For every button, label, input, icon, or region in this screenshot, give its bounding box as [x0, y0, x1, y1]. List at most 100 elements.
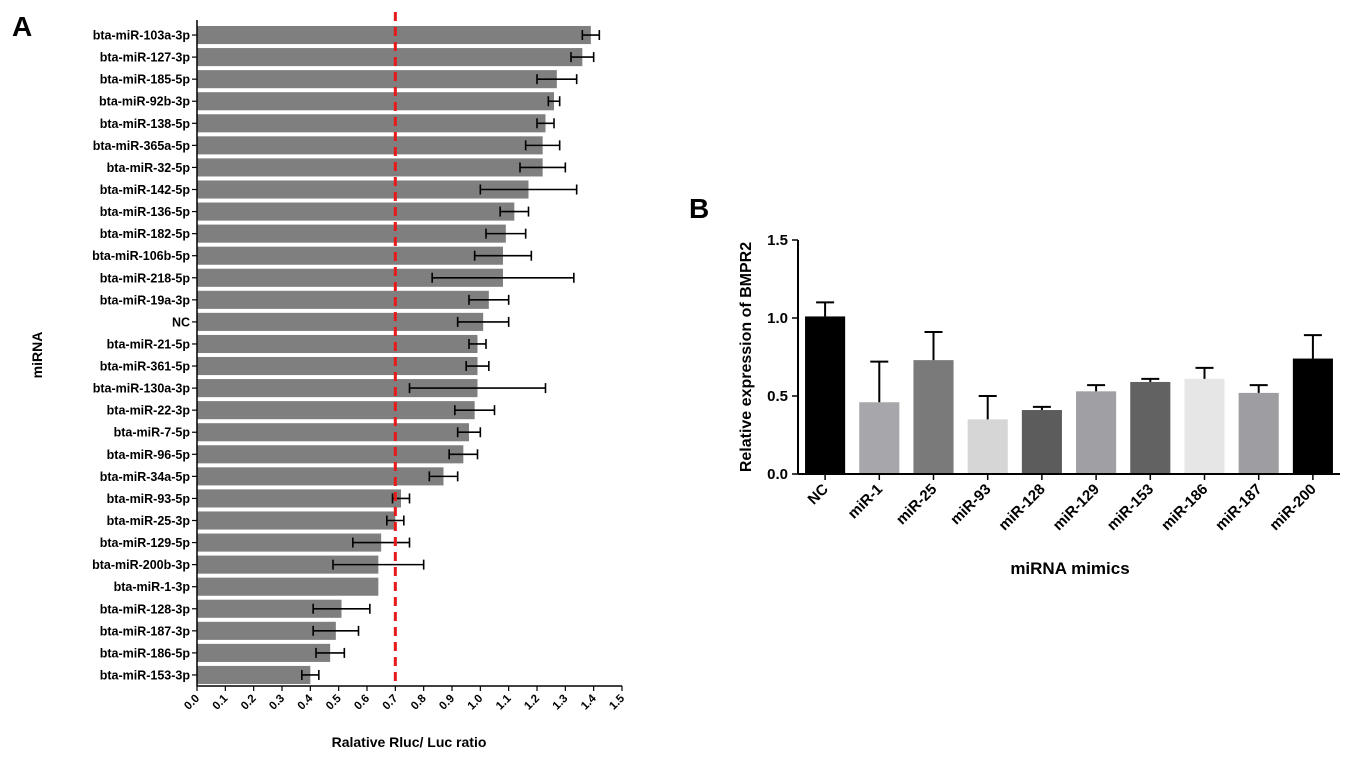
category-label: bta-miR-200b-3p	[92, 558, 190, 572]
x-tick-label: 0.0	[182, 693, 202, 713]
category-label: NC	[805, 481, 832, 508]
bar	[1238, 392, 1279, 474]
bar	[197, 312, 484, 331]
bar	[967, 419, 1008, 474]
y-tick-label: 0.5	[767, 388, 788, 405]
bar	[197, 136, 543, 155]
bar	[197, 577, 379, 596]
category-label: miR-200	[1266, 481, 1319, 534]
category-label: bta-miR-1-3p	[114, 580, 191, 594]
category-label: miR-129	[1050, 481, 1103, 534]
x-tick-label: 0.4	[296, 692, 316, 712]
category-label: bta-miR-185-5p	[100, 73, 191, 87]
panel-b-letter: B	[689, 193, 709, 224]
bar	[197, 246, 503, 265]
x-tick-label: 1.1	[494, 692, 514, 712]
x-tick-label: 1.4	[579, 692, 599, 712]
x-axis-title: Ralative Rluc/ Luc ratio	[332, 734, 487, 750]
category-label: bta-miR-21-5p	[107, 337, 191, 351]
category-label: bta-miR-142-5p	[100, 183, 191, 197]
category-label: miR-93	[947, 481, 994, 528]
y-axis-title: Relative expression of BMPR2	[738, 242, 755, 472]
category-label: miR-187	[1212, 481, 1265, 534]
category-label: bta-miR-130a-3p	[93, 382, 191, 396]
category-label: bta-miR-153-3p	[100, 668, 191, 682]
bar	[1184, 378, 1225, 474]
bar	[197, 114, 546, 133]
x-tick-label: 0.8	[409, 692, 429, 712]
x-tick-label: 0.6	[352, 693, 372, 713]
category-label: miR-1	[845, 481, 886, 522]
category-label: miR-153	[1104, 481, 1157, 534]
bar	[197, 379, 478, 398]
category-label: NC	[172, 315, 190, 329]
bar	[197, 665, 311, 685]
bar	[197, 224, 506, 243]
bar	[197, 599, 342, 618]
bar	[913, 360, 954, 474]
x-tick-label: 0.1	[211, 692, 231, 712]
x-tick-label: 0.7	[381, 693, 401, 713]
category-label: bta-miR-218-5p	[100, 271, 191, 285]
bar	[1292, 358, 1333, 474]
y-tick-label: 1.5	[767, 232, 788, 249]
category-label: bta-miR-7-5p	[114, 426, 191, 440]
x-tick-label: 0.3	[267, 693, 287, 713]
y-tick-label: 1.0	[767, 310, 788, 327]
bar	[197, 489, 401, 508]
x-tick-label: 0.5	[324, 692, 344, 712]
bar	[197, 180, 529, 199]
category-label: bta-miR-93-5p	[107, 492, 191, 506]
bar	[197, 533, 382, 552]
category-label: bta-miR-136-5p	[100, 205, 191, 219]
category-label: bta-miR-129-5p	[100, 536, 191, 550]
x-tick-label: 1.5	[607, 692, 627, 712]
bar	[197, 70, 557, 89]
x-tick-label: 0.9	[437, 693, 457, 713]
bar	[197, 423, 469, 442]
category-label: bta-miR-103a-3p	[93, 29, 191, 43]
category-label: bta-miR-34a-5p	[100, 470, 191, 484]
category-label: bta-miR-361-5p	[100, 360, 191, 374]
bar	[197, 202, 515, 221]
x-tick-label: 1.2	[522, 693, 542, 713]
bar	[197, 290, 489, 309]
bar	[1076, 391, 1117, 474]
bar	[859, 402, 900, 474]
x-tick-label: 0.2	[239, 693, 259, 713]
bar	[197, 511, 396, 530]
category-label: bta-miR-106b-5p	[92, 249, 190, 263]
bar	[197, 92, 554, 111]
bar	[197, 467, 444, 486]
chart-a: bta-miR-103a-3p bta-miR-127-3p bta-miR-185…	[29, 12, 628, 750]
bar	[197, 356, 478, 376]
category-label: miR-186	[1158, 481, 1211, 534]
category-label: bta-miR-96-5p	[107, 448, 191, 462]
category-label: miR-25	[893, 481, 940, 528]
bar	[1130, 381, 1171, 474]
category-label: bta-miR-182-5p	[100, 227, 191, 241]
x-tick-label: 1.0	[466, 693, 486, 713]
category-label: bta-miR-92b-3p	[99, 95, 190, 109]
chart-b: NC miR-1 miR-25 miR-93 miR-128 miR-129 miR-153…	[738, 232, 1340, 578]
category-label: bta-miR-32-5p	[107, 161, 191, 175]
bar	[197, 643, 331, 662]
category-label: bta-miR-19a-3p	[100, 293, 191, 307]
y-axis-title: miRNA	[29, 332, 45, 379]
category-label: miR-128	[995, 481, 1048, 534]
bar	[197, 621, 336, 640]
bar	[1021, 410, 1062, 474]
category-label: bta-miR-127-3p	[100, 51, 191, 65]
category-label: bta-miR-186-5p	[100, 646, 191, 660]
category-label: bta-miR-138-5p	[100, 117, 191, 131]
x-tick-label: 1.3	[551, 693, 571, 713]
bar	[197, 158, 543, 177]
category-label: bta-miR-187-3p	[100, 624, 191, 638]
bar	[197, 401, 475, 420]
panel-a-letter: A	[12, 11, 32, 42]
bar	[197, 268, 503, 287]
x-axis-title: miRNA mimics	[1010, 559, 1129, 578]
bar	[197, 445, 464, 464]
bar	[197, 334, 478, 354]
